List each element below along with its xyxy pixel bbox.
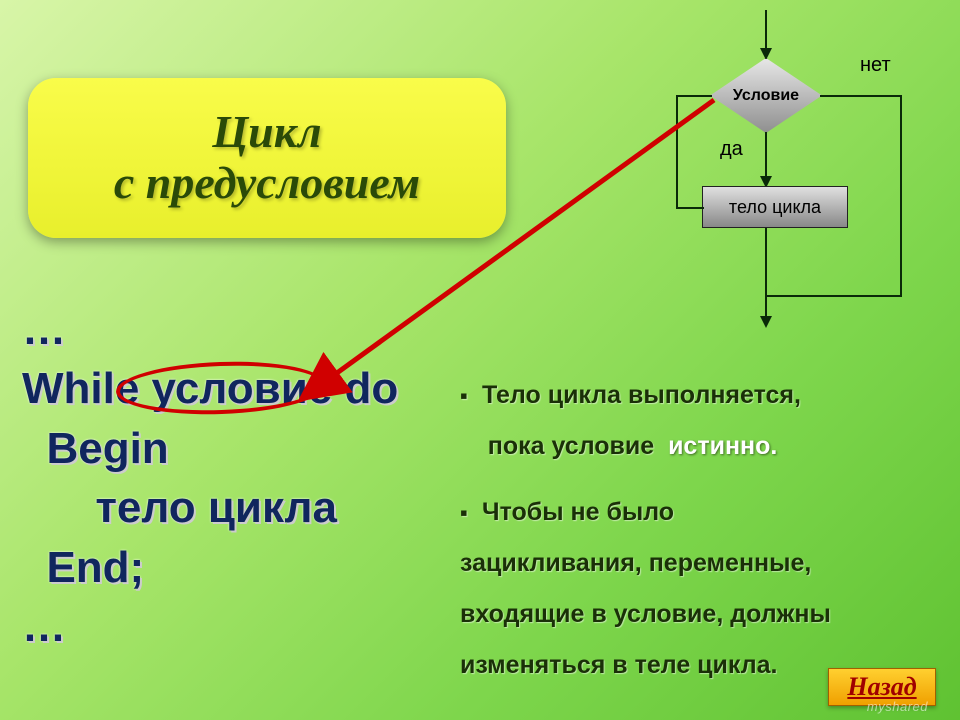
code-line: … (22, 300, 398, 359)
explanation-list: ▪Тело цикла выполняется, пока условие ис… (460, 370, 940, 692)
flow-line (820, 95, 902, 97)
flow-line (765, 295, 902, 297)
bullet-item: ▪Тело цикла выполняется, (460, 370, 940, 421)
flow-line (676, 207, 704, 209)
bullet-line: входящие в условие, должны (460, 589, 940, 640)
yes-label: да (720, 138, 743, 161)
bullet-line: зацикливания, переменные, (460, 538, 940, 589)
code-line: Begin (22, 419, 398, 478)
highlight-word: истинно. (668, 432, 777, 460)
bullet-text: Тело цикла выполняется, (482, 381, 801, 409)
loop-body-label: тело цикла (729, 197, 821, 218)
code-line: … (22, 597, 398, 656)
flow-line (676, 95, 678, 209)
flow-line (900, 95, 902, 295)
bullet-line: пока условие истинно. (460, 421, 940, 472)
no-label: нет (860, 54, 891, 77)
flowchart: Условие нет да тело цикла (620, 10, 940, 330)
code-block: … While условие do Begin тело цикла End;… (22, 300, 398, 656)
condition-diamond: Условие (710, 58, 822, 133)
bullet-mark-icon: ▪ (460, 490, 482, 535)
loop-body-rect: тело цикла (702, 186, 848, 228)
title-panel: Цикл с предусловием (28, 78, 506, 238)
code-line: End; (22, 538, 398, 597)
watermark: myshared (867, 699, 928, 714)
arrowhead-icon (760, 316, 772, 328)
title-line-2: с предусловием (114, 158, 420, 209)
bullet-item: ▪Чтобы не было (460, 487, 940, 538)
bullet-text: пока условие (460, 432, 668, 460)
condition-label: Условие (733, 87, 799, 105)
flow-line (676, 95, 712, 97)
bullet-text: Чтобы не было (482, 498, 674, 526)
title-line-1: Цикл (212, 107, 321, 158)
code-line: тело цикла (22, 478, 398, 537)
bullet-mark-icon: ▪ (460, 373, 482, 418)
flow-line (765, 228, 767, 326)
back-button-label: Назад (847, 672, 916, 702)
